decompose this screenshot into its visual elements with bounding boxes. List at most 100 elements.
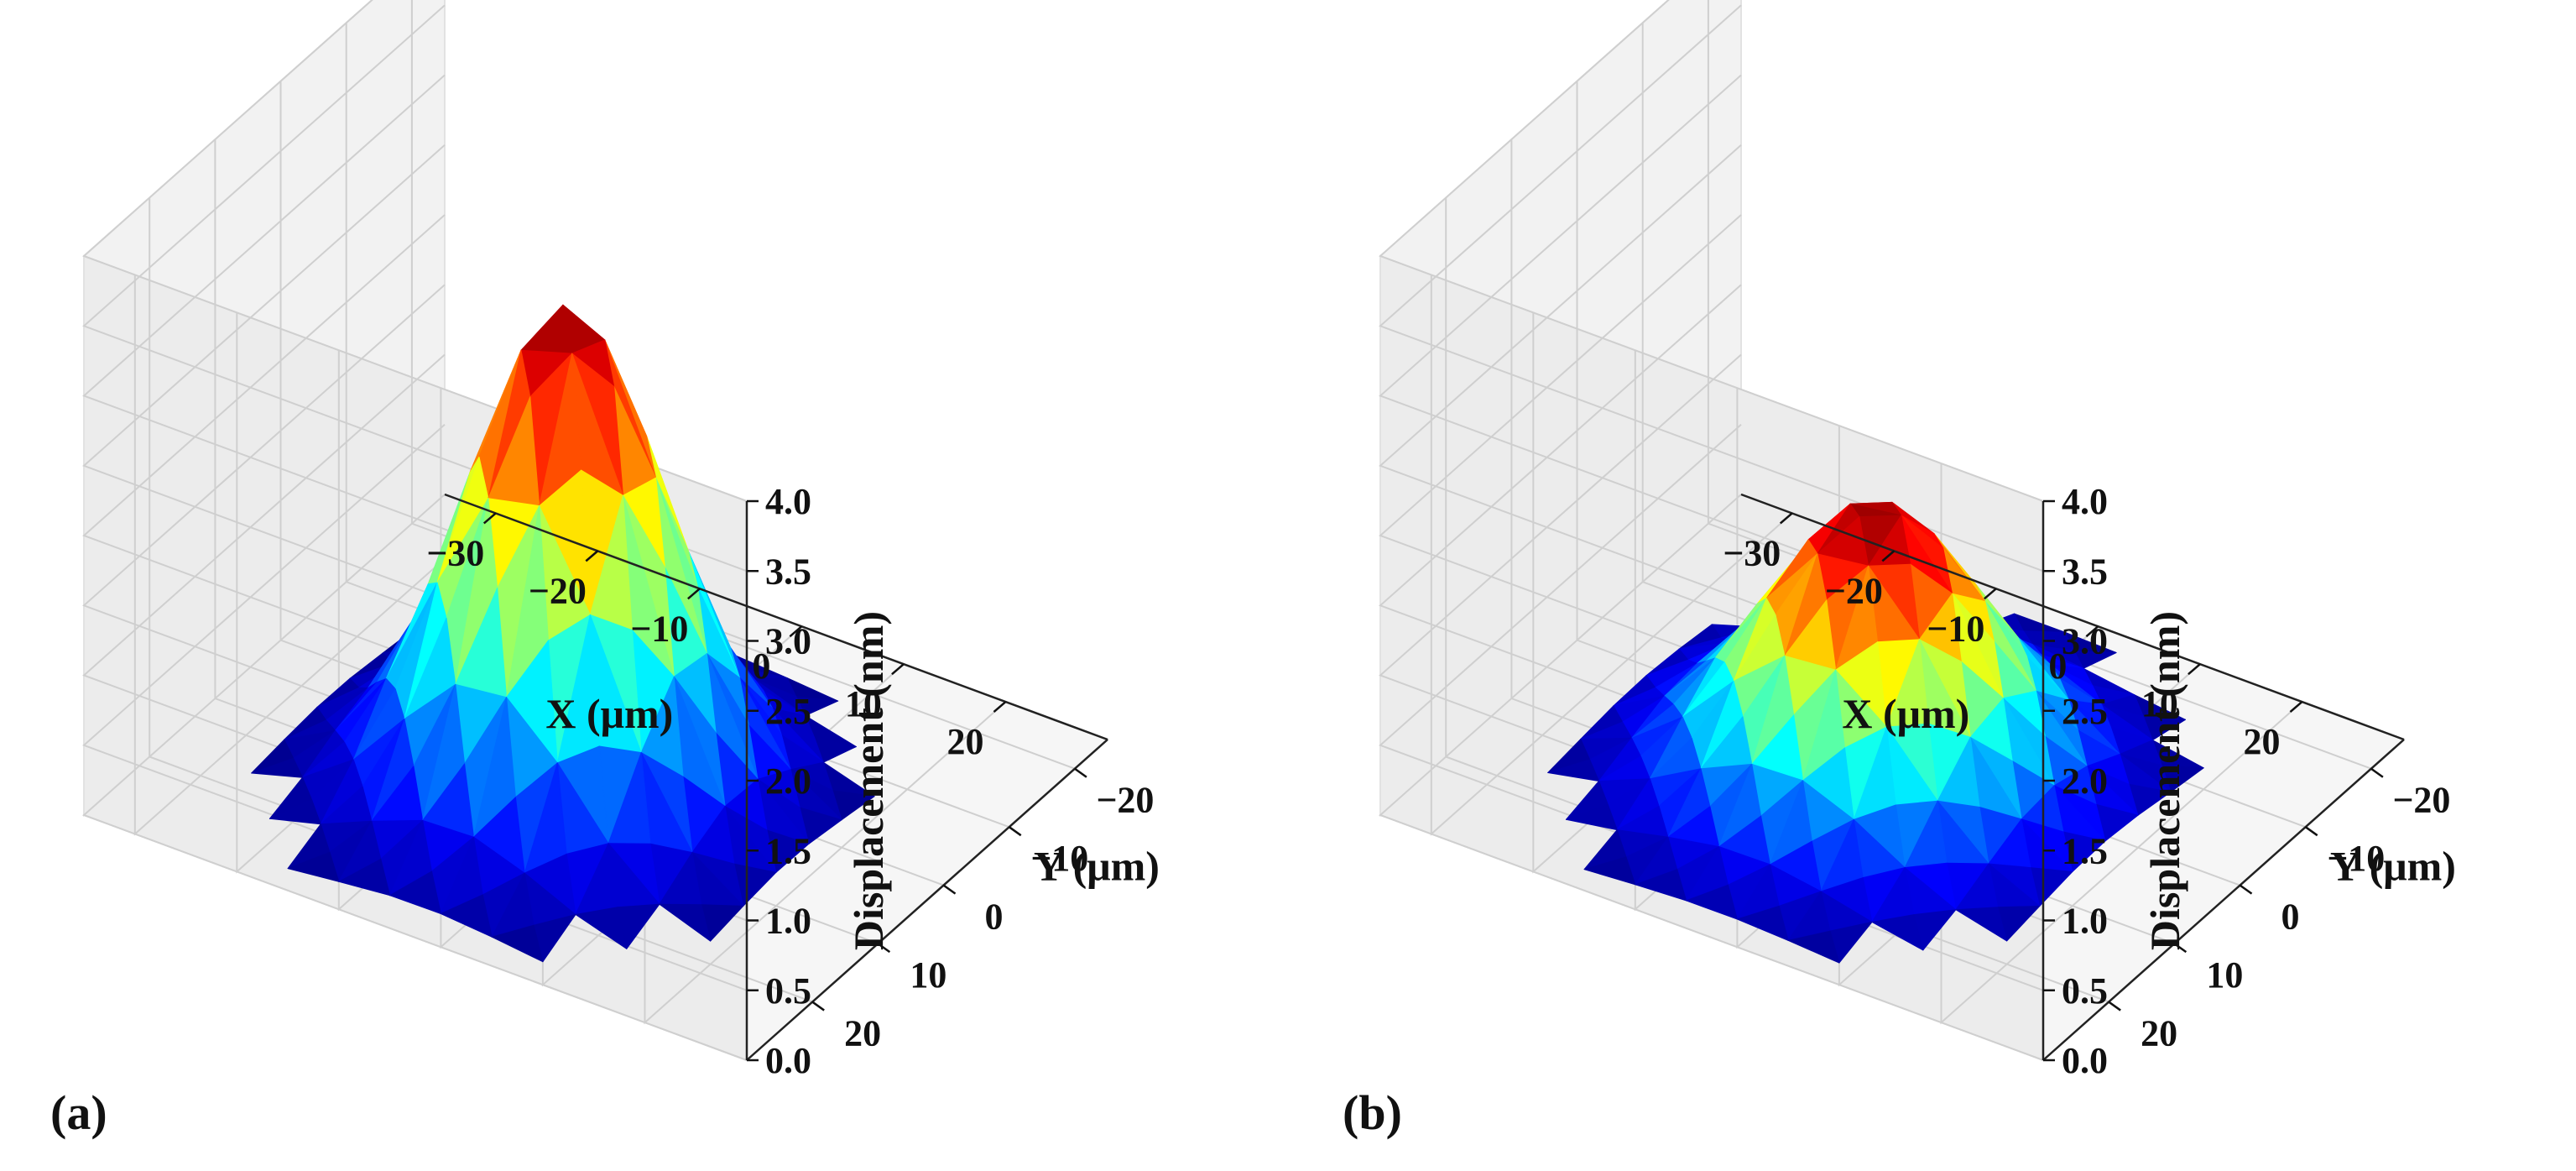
x-tick: [1779, 512, 1793, 525]
x-tick: [585, 550, 599, 562]
y-tick-label: −20: [2392, 780, 2450, 821]
x-tick-label: −10: [1927, 608, 1984, 649]
surface-facet: [520, 304, 573, 354]
z-gridline: [82, 494, 748, 1061]
surface-facet: [1583, 856, 1636, 886]
x-axis-title: X (μm): [1842, 690, 1969, 737]
x-tick: [789, 625, 803, 638]
x-tick: [482, 512, 497, 525]
x-axis-line: [444, 493, 1108, 741]
surface-facet: [491, 924, 544, 963]
panel-b-plot: −30−20−1001020−20−10010200.00.51.01.52.0…: [1379, 0, 2456, 1081]
x-tick-label: 10: [2141, 683, 2178, 724]
panel-b-label: (b): [1343, 1085, 1402, 1140]
z-tick-label: 0.5: [2062, 970, 2108, 1012]
x-tick: [2289, 701, 2303, 714]
z-gridline: [1379, 494, 2044, 1061]
x-tick-label: 10: [845, 683, 882, 724]
surface-facet: [287, 851, 340, 882]
z-tick-label: 1.0: [2062, 901, 2108, 942]
y-tick-label: 20: [2141, 1013, 2177, 1054]
surface-facet: [389, 870, 441, 914]
y-tick-label: 0: [985, 897, 1004, 938]
y-axis-title: Y (μm): [1034, 842, 1160, 889]
x-tick: [2085, 625, 2099, 638]
surface-facet: [1736, 905, 1789, 941]
z-tick-label: 2.0: [2062, 761, 2108, 802]
y-tick: [811, 1001, 825, 1012]
z-tick-label: 4.0: [765, 481, 811, 522]
panel-a-label: (a): [50, 1085, 107, 1140]
x-tick-label: −30: [426, 532, 484, 573]
x-tick: [1984, 588, 1997, 600]
z-tick-label: 2.5: [2062, 691, 2108, 732]
x-tick-label: 0: [752, 646, 770, 687]
z-tick-label: 0.0: [765, 1040, 811, 1081]
x-axis-title: X (μm): [545, 690, 673, 737]
z-tick-label: 4.0: [2062, 481, 2108, 522]
surface-facet: [269, 798, 321, 825]
surface-facet: [1955, 907, 2008, 942]
z-tick-label: 2.5: [765, 691, 811, 732]
x-tick-label: 0: [2048, 646, 2067, 687]
z-tick-label: 3.5: [765, 551, 811, 592]
z-tick-label: 1.0: [765, 901, 811, 942]
z-axis-title: Displacement (nm): [2141, 611, 2188, 950]
x-tick: [1881, 550, 1895, 562]
y-tick: [877, 943, 891, 954]
surface-facet: [1686, 884, 1738, 920]
surface-facet: [1547, 759, 1599, 782]
y-tick-label: −10: [1030, 838, 1088, 879]
y-tick: [2173, 943, 2188, 954]
z-axis-title: Displacement (nm): [845, 611, 892, 950]
z-tick-label: 3.0: [765, 621, 811, 662]
y-tick: [1009, 826, 1022, 837]
x-tick-label: 20: [2243, 721, 2280, 762]
z-tick-label: 2.0: [765, 761, 811, 802]
y-tick-label: 0: [2281, 897, 2300, 938]
z-tick-label: 3.5: [2062, 551, 2108, 592]
y-tick: [1074, 767, 1087, 778]
y-tick-label: −20: [1096, 780, 1154, 821]
z-tick-label: 1.5: [2062, 830, 2108, 871]
y-tick: [2370, 767, 2384, 778]
y-tick-label: 10: [910, 954, 946, 996]
y-tick: [2108, 1001, 2121, 1012]
y-tick-label: 20: [844, 1013, 881, 1054]
surface-facet: [575, 907, 628, 949]
x-tick-label: −20: [529, 570, 587, 611]
surface-facet: [440, 894, 493, 938]
z-tick-label: 0.0: [2062, 1040, 2108, 1081]
surface-facet: [1565, 803, 1618, 831]
x-tick: [891, 663, 905, 676]
z-gridline: [1379, 4, 2044, 572]
surface-facet: [1871, 914, 1924, 951]
x-tick-label: −30: [1723, 532, 1781, 573]
y-tick-label: 10: [2206, 954, 2243, 996]
surface-facet: [1787, 930, 1840, 964]
y-axis-title: Y (μm): [2330, 842, 2456, 889]
z-tick-label: 1.5: [765, 830, 811, 871]
x-tick-label: −10: [630, 608, 688, 649]
panel-a-plot: −30−20−1001020−20−10010200.00.51.01.52.0…: [82, 0, 1160, 1081]
surface-facet: [251, 757, 303, 778]
x-tick-label: 20: [946, 721, 983, 762]
y-axis-line: [2042, 739, 2405, 1061]
z-gridline: [1379, 0, 2044, 502]
surface-facet: [338, 858, 391, 897]
x-tick: [993, 701, 1007, 714]
y-tick-label: −10: [2327, 838, 2385, 879]
y-tick: [942, 884, 957, 895]
x-axis-line: [1740, 493, 2405, 741]
x-tick-label: −20: [1825, 570, 1883, 611]
y-tick: [2239, 884, 2253, 895]
x-tick: [2188, 663, 2201, 676]
surface-facet: [659, 903, 712, 942]
x-tick: [687, 588, 701, 600]
surface-facet: [1635, 869, 1687, 902]
z-tick-label: 3.0: [2062, 621, 2108, 662]
y-tick: [2305, 826, 2318, 837]
y-axis-line: [746, 739, 1108, 1061]
z-tick-label: 0.5: [765, 970, 811, 1012]
